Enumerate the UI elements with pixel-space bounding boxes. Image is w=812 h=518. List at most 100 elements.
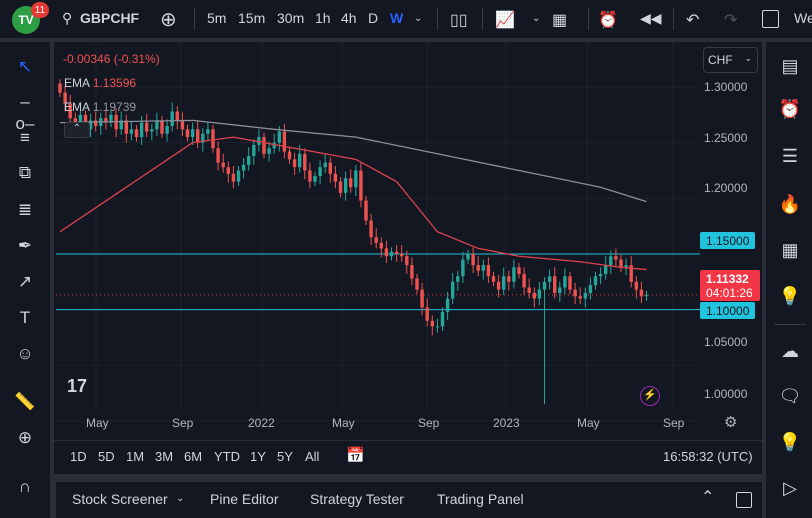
search-icon[interactable]: ⚲ xyxy=(62,10,73,26)
ema-slow-legend[interactable]: EMA 1.19739 xyxy=(64,100,136,114)
chevron-down-icon[interactable]: ⌄ xyxy=(414,13,423,24)
pattern-icon[interactable]: ⧉ xyxy=(18,163,32,182)
chat-icon[interactable]: 🗨 xyxy=(778,386,802,406)
candle-body xyxy=(461,259,465,277)
price-chart[interactable] xyxy=(0,0,812,440)
price-change: -0.00346 (-0.31%) xyxy=(63,52,160,66)
interval-1h[interactable]: 1h xyxy=(315,10,331,26)
symbol-search[interactable]: GBPCHF xyxy=(80,10,140,26)
chat-cloud-icon[interactable]: ☁ xyxy=(781,341,799,361)
range-1d[interactable]: 1D xyxy=(70,449,87,464)
brush-icon[interactable]: ✒ xyxy=(17,236,33,255)
ema-value: 1.19739 xyxy=(92,100,137,114)
lightning-icon[interactable]: ⚡ xyxy=(640,386,660,406)
ruler-icon[interactable]: 📏 xyxy=(14,392,36,411)
interval-w[interactable]: W xyxy=(390,10,404,26)
range-all[interactable]: All xyxy=(305,449,320,464)
candle-body xyxy=(466,253,470,260)
ema-fast-legend[interactable]: EMA 1.13596 xyxy=(64,76,136,90)
range-6m[interactable]: 6M xyxy=(184,449,203,464)
candle-body xyxy=(313,176,317,182)
candle-body xyxy=(400,253,404,257)
tab-stock-screener[interactable]: Stock Screener xyxy=(72,491,168,507)
fullscreen-icon[interactable] xyxy=(762,10,779,28)
candle-body xyxy=(252,144,256,157)
news-list-icon[interactable]: ☰ xyxy=(781,146,799,166)
range-ytd[interactable]: YTD xyxy=(214,449,240,464)
candle-body xyxy=(624,265,628,268)
compare-add-icon[interactable]: ⊕ xyxy=(160,9,177,31)
indicators-icon[interactable]: 📈 xyxy=(495,12,515,29)
ideas-lightbulb-icon[interactable]: 💡 xyxy=(778,286,802,306)
text-icon[interactable]: T xyxy=(19,308,31,327)
range-5d[interactable]: 5D xyxy=(98,449,115,464)
candle-body xyxy=(170,111,174,126)
alarm-icon[interactable]: ⏰ xyxy=(778,99,802,119)
candle-body xyxy=(420,289,424,308)
candle-body xyxy=(180,120,185,130)
currency-select[interactable]: CHF ⌄ xyxy=(703,47,758,73)
time-label: May xyxy=(86,416,109,430)
chevron-down-icon[interactable]: ⌄ xyxy=(532,13,541,24)
hotlist-fire-icon[interactable]: 🔥 xyxy=(778,194,802,214)
candle-body xyxy=(537,289,542,299)
candle-body xyxy=(333,173,338,182)
candle-body xyxy=(379,242,383,249)
watchlist-icon[interactable]: ▤ xyxy=(781,56,799,76)
settings-gear-icon[interactable]: ⚙ xyxy=(724,414,738,431)
magnet-icon[interactable]: ∩ xyxy=(18,477,32,496)
emoji-icon[interactable]: ☺ xyxy=(16,344,34,363)
interval-4h[interactable]: 4h xyxy=(341,10,357,26)
range-1y[interactable]: 1Y xyxy=(250,449,266,464)
chevron-down-icon[interactable]: ⌄ xyxy=(176,493,185,504)
candle-body xyxy=(150,129,154,132)
tab-pine-editor[interactable]: Pine Editor xyxy=(210,491,279,507)
layout-grid-icon[interactable]: ▦ xyxy=(552,12,568,29)
fib-icon[interactable]: ≣ xyxy=(17,200,33,219)
calendar-icon[interactable]: ▦ xyxy=(781,240,799,260)
arrow-icon[interactable]: ↗ xyxy=(17,272,33,291)
candle-body xyxy=(573,289,577,297)
time-label: May xyxy=(332,416,355,430)
candle-body xyxy=(287,151,292,160)
candle-body xyxy=(359,170,363,201)
alarm-add-icon[interactable]: ⏰ xyxy=(598,12,618,29)
interval-30m[interactable]: 30m xyxy=(277,10,305,26)
play-icon[interactable]: ▷ xyxy=(783,478,797,498)
interval-5m[interactable]: 5m xyxy=(207,10,227,26)
interval-d[interactable]: D xyxy=(368,10,379,26)
maximize-panel-icon[interactable] xyxy=(736,492,752,508)
trend-line-icon[interactable]: –o– xyxy=(15,92,35,133)
tab-trading-panel[interactable]: Trading Panel xyxy=(437,491,524,507)
tab-strategy-tester[interactable]: Strategy Tester xyxy=(310,491,404,507)
clock[interactable]: 16:58:32 (UTC) xyxy=(663,449,753,464)
candle-body xyxy=(104,118,108,123)
current-price-label: 1.11332 04:01:26 xyxy=(700,270,760,301)
expand-panel-icon[interactable]: ⌃ xyxy=(701,489,715,506)
streams-icon[interactable]: 💡 xyxy=(778,432,802,452)
collapse-legend-button[interactable]: ⌃ xyxy=(64,122,90,138)
level-2-label: 1.10000 xyxy=(700,302,755,319)
candle-body xyxy=(507,276,511,282)
candle-body xyxy=(604,265,608,275)
candle-body xyxy=(185,129,190,138)
horizontal-lines-icon[interactable]: ≡ xyxy=(20,128,30,147)
level-1-label: 1.15000 xyxy=(700,232,755,249)
candles-icon[interactable]: ▯▯ xyxy=(450,12,468,29)
zoom-in-icon[interactable]: ⊕ xyxy=(17,428,33,447)
replay-icon[interactable]: ◀◀ xyxy=(640,10,662,26)
range-3m[interactable]: 3M xyxy=(155,449,174,464)
interval-15m[interactable]: 15m xyxy=(238,10,266,26)
candle-body xyxy=(145,122,149,132)
candle-body xyxy=(405,256,409,266)
cursor-icon[interactable]: ↖ xyxy=(17,57,33,76)
undo-icon[interactable]: ↶ xyxy=(686,12,700,29)
candle-body xyxy=(221,162,225,168)
range-5y[interactable]: 5Y xyxy=(277,449,293,464)
price-label: 1.05000 xyxy=(704,335,748,349)
redo-icon[interactable]: ↷ xyxy=(724,12,738,29)
candle-body xyxy=(364,200,368,221)
range-1m[interactable]: 1M xyxy=(126,449,145,464)
ema-label: EMA xyxy=(64,100,90,114)
date-range-icon[interactable]: 📅 xyxy=(346,447,365,464)
